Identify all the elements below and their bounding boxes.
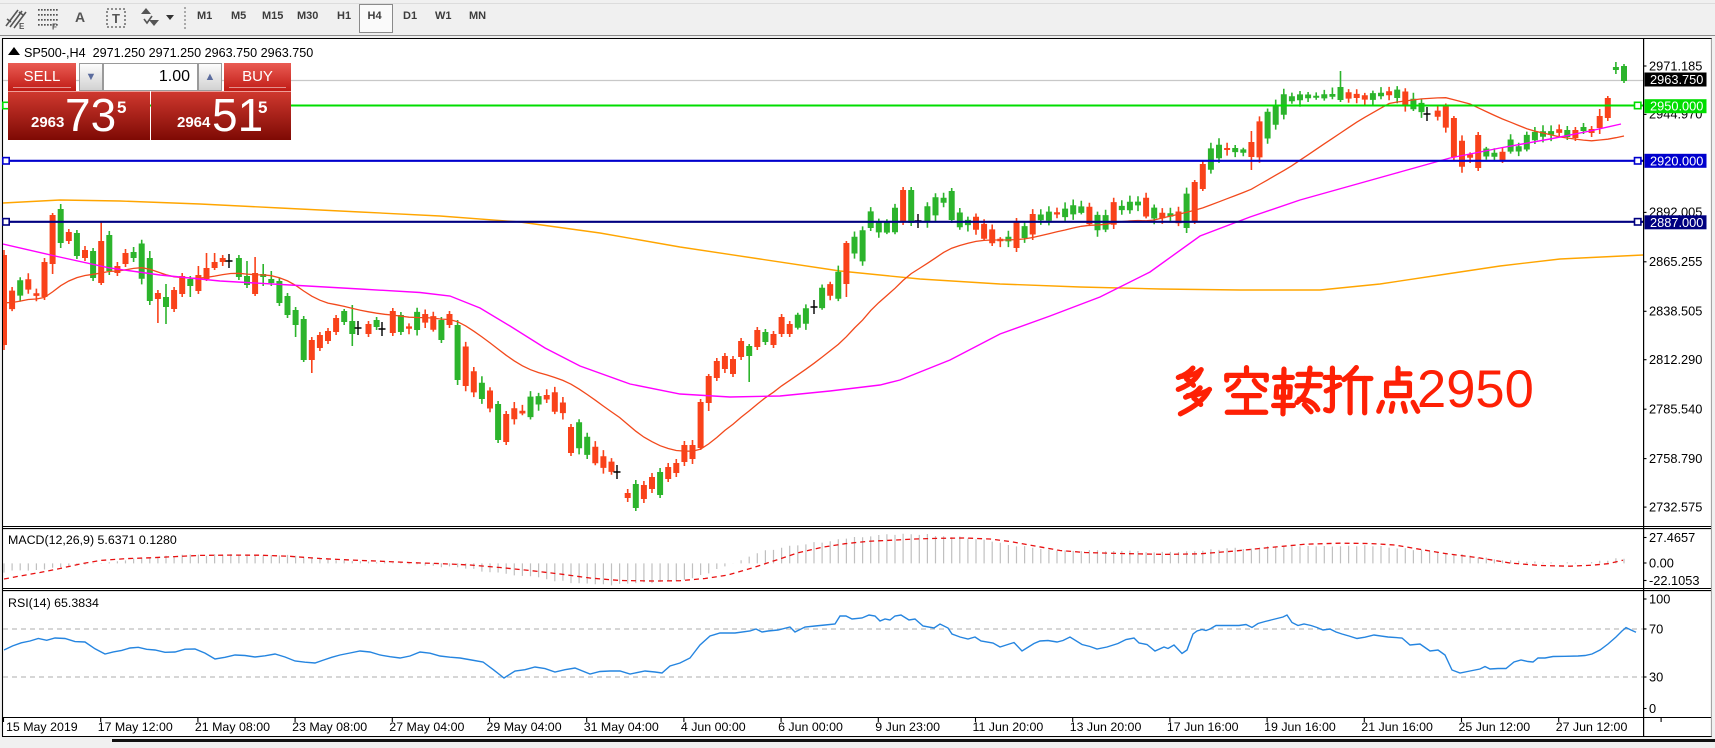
- svg-text:23 May 08:00: 23 May 08:00: [292, 720, 367, 734]
- svg-text:MACD(12,26,9) 5.6371 0.1280: MACD(12,26,9) 5.6371 0.1280: [8, 533, 177, 547]
- svg-text:2920.000: 2920.000: [1650, 153, 1703, 168]
- svg-text:100: 100: [1649, 591, 1670, 606]
- svg-text:70: 70: [1649, 621, 1663, 636]
- svg-text:31 May 04:00: 31 May 04:00: [584, 720, 659, 734]
- svg-text:0: 0: [1649, 701, 1656, 716]
- svg-text:RSI(14) 65.3834: RSI(14) 65.3834: [8, 596, 99, 610]
- svg-text:SP500-,H4 2971.250 2971.250 2: SP500-,H4 2971.250 2971.250 2963.750 296…: [24, 46, 313, 60]
- svg-text:6 Jun 00:00: 6 Jun 00:00: [778, 720, 843, 734]
- svg-text:E: E: [19, 22, 25, 30]
- svg-text:2785.540: 2785.540: [1649, 402, 1702, 417]
- svg-text:21 May 08:00: 21 May 08:00: [195, 720, 270, 734]
- svg-text:21 Jun 16:00: 21 Jun 16:00: [1361, 720, 1433, 734]
- svg-text:2887.000: 2887.000: [1650, 215, 1703, 230]
- svg-text:25 Jun 12:00: 25 Jun 12:00: [1459, 720, 1531, 734]
- svg-text:0.00: 0.00: [1649, 555, 1674, 570]
- svg-text:2838.505: 2838.505: [1649, 304, 1702, 319]
- svg-text:2758.790: 2758.790: [1649, 451, 1702, 466]
- svg-text:2732.575: 2732.575: [1649, 499, 1702, 514]
- svg-text:F: F: [52, 23, 57, 31]
- svg-text:17 Jun 16:00: 17 Jun 16:00: [1167, 720, 1239, 734]
- svg-text:19 Jun 16:00: 19 Jun 16:00: [1264, 720, 1336, 734]
- svg-text:27 May 04:00: 27 May 04:00: [389, 720, 464, 734]
- svg-text:11 Jun 20:00: 11 Jun 20:00: [973, 720, 1044, 734]
- svg-text:T: T: [112, 11, 120, 26]
- svg-text:27 Jun 12:00: 27 Jun 12:00: [1556, 720, 1628, 734]
- svg-text:2963.750: 2963.750: [1650, 72, 1703, 87]
- svg-text:9 Jun 23:00: 9 Jun 23:00: [875, 720, 940, 734]
- svg-text:2971.185: 2971.185: [1649, 58, 1702, 73]
- svg-text:17 May 12:00: 17 May 12:00: [98, 720, 173, 734]
- svg-text:-22.1053: -22.1053: [1649, 573, 1700, 588]
- svg-text:2950.000: 2950.000: [1650, 99, 1703, 114]
- svg-text:4 Jun 00:00: 4 Jun 00:00: [681, 720, 746, 734]
- svg-text:29 May 04:00: 29 May 04:00: [487, 720, 562, 734]
- svg-text:2812.290: 2812.290: [1649, 352, 1702, 367]
- svg-text:13 Jun 20:00: 13 Jun 20:00: [1070, 720, 1142, 734]
- svg-text:2950: 2950: [1417, 360, 1534, 419]
- svg-text:2865.255: 2865.255: [1649, 254, 1702, 269]
- svg-text:30: 30: [1649, 669, 1663, 684]
- svg-text:27.4657: 27.4657: [1649, 530, 1695, 545]
- svg-text:15 May 2019: 15 May 2019: [6, 720, 78, 734]
